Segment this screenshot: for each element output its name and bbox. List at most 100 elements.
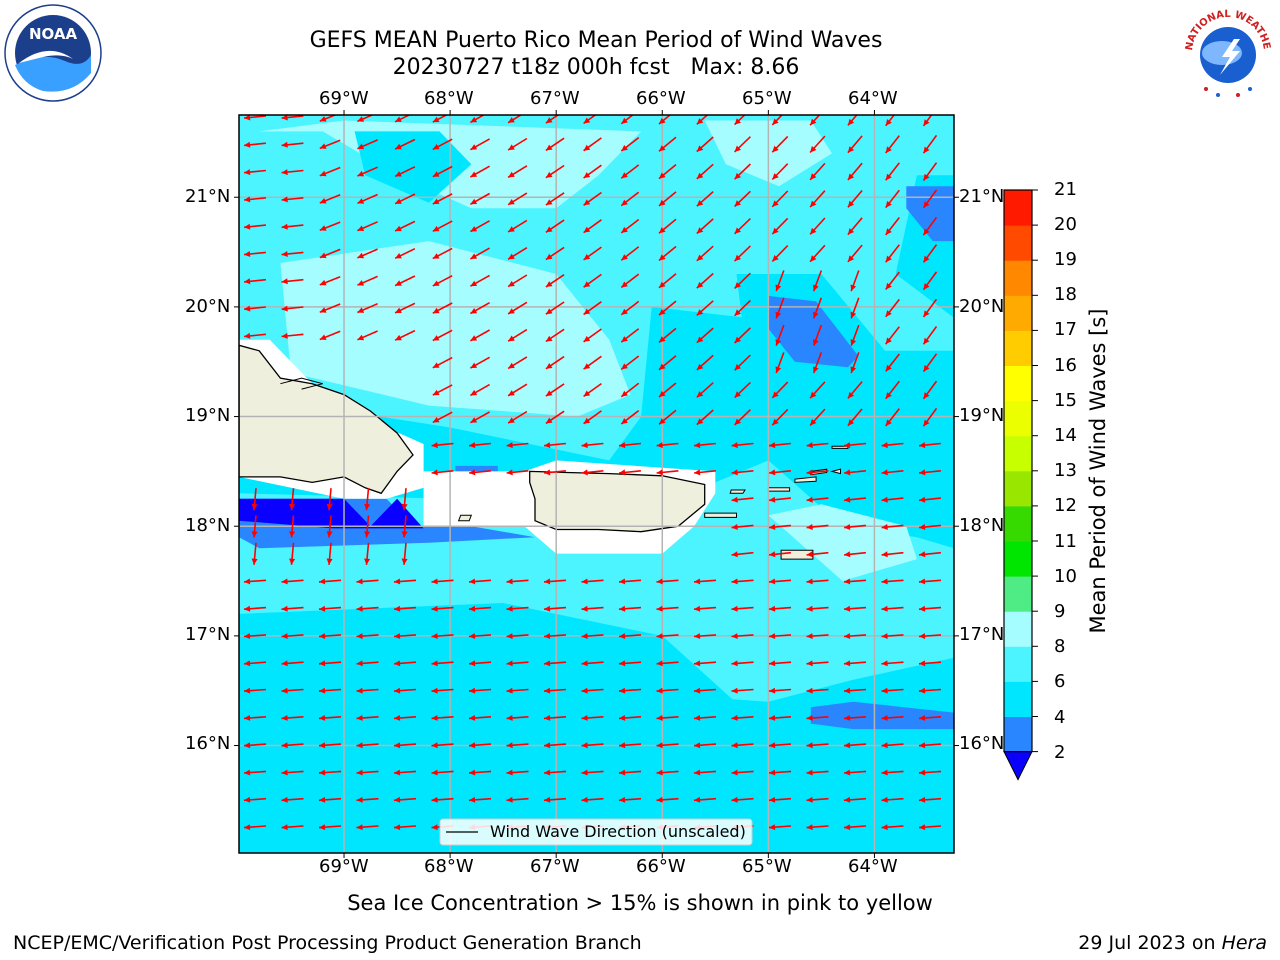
wave-arrow-head	[769, 605, 776, 612]
generation-date: 29 Jul 2023 on Hera	[1078, 932, 1267, 954]
contour-region	[768, 295, 859, 368]
wave-arrow-head	[881, 742, 888, 749]
wave-arrow-head	[394, 605, 401, 612]
wave-arrow-head	[619, 578, 626, 585]
contour-region	[239, 498, 424, 529]
wave-arrow-head	[506, 796, 513, 803]
wave-arrow-head	[806, 796, 813, 803]
wave-arrow-head	[923, 392, 930, 399]
wave-arrow-head	[508, 417, 515, 424]
wave-arrow-head	[881, 469, 888, 476]
wave-arrow-head	[581, 633, 588, 639]
wave-arrow-head	[847, 173, 855, 180]
wave-arrow-head	[281, 687, 288, 694]
wave-arrow-head	[469, 769, 476, 776]
wave-arrow-head	[469, 605, 476, 612]
wave-arrow-head	[694, 633, 701, 639]
wave-arrow-head	[356, 605, 363, 612]
cbar-tick-6: 6	[1054, 671, 1066, 692]
wave-arrow-head	[395, 116, 402, 122]
wave-arrow-head	[772, 391, 779, 398]
wave-arrow-head	[469, 660, 476, 667]
colorbar-segment	[1004, 295, 1032, 331]
colorbar-segment	[1004, 190, 1032, 226]
wave-arrow-head	[508, 199, 515, 205]
wave-arrow-head	[432, 389, 440, 396]
wave-arrow-head	[394, 660, 401, 667]
wave-arrow-head	[319, 824, 326, 831]
wave-arrow-head	[470, 226, 478, 232]
wave-arrow-head	[583, 172, 591, 178]
wave-arrow-head	[734, 336, 741, 343]
wave-arrow-head	[251, 558, 258, 565]
wave-arrow-head	[394, 633, 401, 639]
wave-arrow-head	[244, 196, 251, 203]
wave-arrow-head	[545, 117, 553, 124]
wave-arrow-head	[806, 605, 813, 612]
wave-arrow-head	[734, 309, 741, 316]
wave-arrow-head	[775, 339, 782, 346]
lon-label-bottom-68w: 68°W	[424, 856, 474, 877]
wave-arrow-head	[506, 578, 513, 585]
map-frame	[238, 114, 955, 854]
lat-label-right-20n: 20°N	[959, 296, 1005, 317]
wave-arrow-head	[810, 227, 817, 235]
wave-arrow-head	[469, 687, 476, 694]
colorbar-segment	[1004, 681, 1032, 717]
lat-label-right-17n: 17°N	[959, 624, 1005, 645]
wave-arrow-head	[356, 633, 363, 639]
wave-arrow-head	[395, 198, 402, 204]
lon-label-top-66w: 66°W	[636, 88, 686, 109]
wave-arrow-head	[244, 251, 251, 257]
wave-arrow-head	[656, 769, 663, 776]
wave-arrow-head	[810, 391, 817, 399]
wave-arrow-head	[281, 578, 288, 585]
wave-arrow-head	[544, 605, 551, 612]
wave-arrow-head	[847, 255, 855, 262]
wave-arrow-head	[769, 769, 776, 776]
wave-arrow-head	[357, 225, 365, 231]
wave-arrow-head	[251, 503, 258, 511]
wave-arrow-head	[581, 578, 588, 585]
wave-arrow-head	[470, 280, 478, 287]
wave-arrow-head	[506, 769, 513, 776]
wave-arrow-head	[581, 605, 588, 612]
wave-arrow-head	[545, 308, 553, 315]
wave-arrow-head	[469, 469, 476, 476]
island	[704, 512, 737, 518]
wave-arrow-head	[850, 339, 857, 346]
wave-arrow-head	[431, 442, 438, 449]
wave-arrow-head	[772, 145, 779, 153]
wave-arrow-head	[844, 551, 851, 558]
wave-arrow-head	[806, 578, 813, 585]
wave-arrow-head	[357, 307, 365, 313]
wave-arrow-head	[401, 558, 408, 565]
wave-arrow-head	[469, 742, 476, 749]
wave-arrow-head	[813, 339, 819, 346]
lat-label-right-21n: 21°N	[959, 186, 1005, 207]
wave-arrow-head	[545, 253, 553, 260]
wave-arrow-head	[244, 278, 251, 285]
wave-arrow-head	[885, 119, 892, 126]
wave-arrow-head	[806, 742, 813, 749]
wave-arrow-head	[881, 660, 888, 667]
wave-arrow-head	[696, 145, 704, 152]
wave-arrow-head	[581, 469, 588, 476]
wave-arrow-head	[281, 715, 288, 721]
wave-arrow-head	[694, 796, 701, 803]
cbar-tick-21: 21	[1054, 179, 1077, 200]
machine-name: Hera	[1221, 932, 1267, 954]
svg-text:NOAA: NOAA	[29, 25, 78, 43]
wave-arrow-head	[731, 496, 738, 503]
hispaniola-land	[239, 344, 414, 495]
wave-arrow-head	[356, 578, 363, 585]
colorbar-segment	[1004, 646, 1032, 682]
wave-arrow-head	[694, 469, 701, 476]
wave-arrow-head	[319, 116, 327, 122]
wave-arrow-head	[881, 605, 888, 612]
colorbar-segment	[1004, 611, 1032, 647]
wave-arrow-head	[281, 660, 288, 667]
wave-arrow-head	[806, 633, 813, 639]
samana-bay	[280, 377, 323, 390]
wave-arrow-head	[319, 307, 327, 313]
